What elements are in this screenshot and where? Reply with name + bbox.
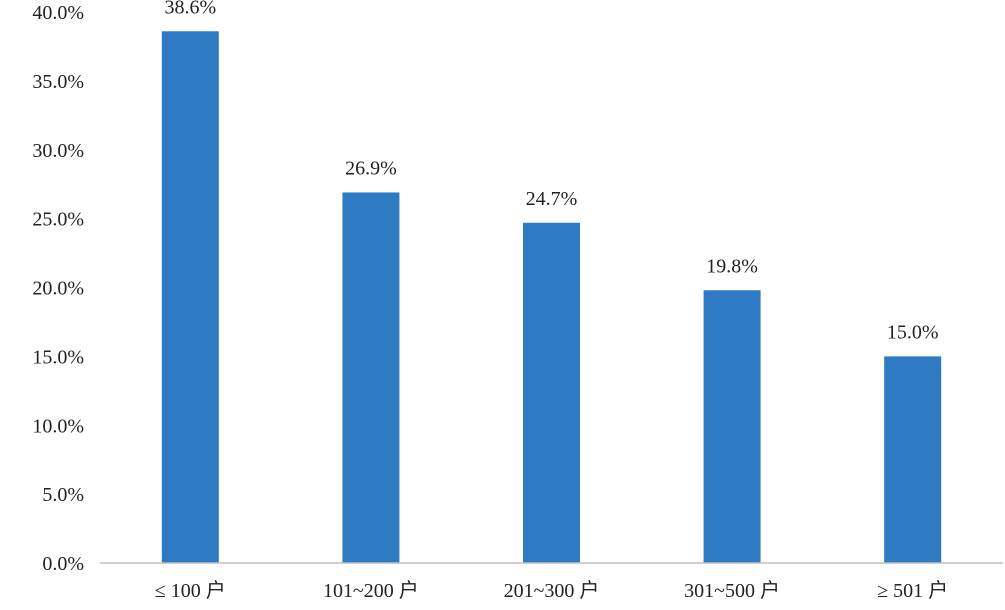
bar-value-label: 15.0%	[887, 321, 939, 343]
bar-value-label: 19.8%	[706, 255, 758, 277]
y-tick-label: 0.0%	[42, 553, 84, 575]
bar-value-label: 26.9%	[345, 157, 397, 179]
bar	[884, 356, 942, 563]
x-category-label: ≥ 501 户	[877, 579, 948, 602]
bar-value-label: 24.7%	[526, 188, 578, 210]
data-labels: 38.6% 26.9% 24.7% 19.8% 15.0%	[164, 0, 938, 343]
bar-value-label: 38.6%	[164, 0, 216, 18]
y-tick-label: 40.0%	[32, 2, 84, 24]
x-category-label: ≤ 100 户	[155, 579, 226, 602]
bar	[523, 222, 580, 563]
y-tick-label: 10.0%	[32, 415, 84, 437]
x-category-label: 201~300 户	[504, 579, 600, 602]
y-tick-label: 25.0%	[32, 209, 84, 231]
bar	[703, 290, 761, 563]
y-tick-label: 5.0%	[42, 484, 84, 506]
bar	[161, 31, 219, 564]
y-axis-ticks: 0.0% 5.0% 10.0% 15.0% 20.0% 25.0% 30.0% 35.0% 40…	[32, 2, 84, 575]
x-category-label: 101~200 户	[323, 579, 419, 602]
y-tick-label: 35.0%	[32, 71, 84, 93]
y-tick-label: 20.0%	[32, 278, 84, 300]
y-tick-label: 30.0%	[32, 140, 84, 162]
x-category-label: 301~500 户	[684, 579, 780, 602]
bars	[161, 31, 942, 564]
y-tick-label: 15.0%	[32, 346, 84, 368]
bar	[342, 192, 400, 563]
x-axis-labels: ≤ 100 户 101~200 户 201~300 户 301~500 户 ≥ 501 …	[155, 579, 948, 602]
